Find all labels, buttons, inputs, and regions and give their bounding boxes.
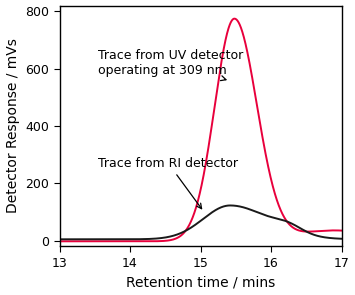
Y-axis label: Detector Response / mVs: Detector Response / mVs xyxy=(6,39,20,214)
X-axis label: Retention time / mins: Retention time / mins xyxy=(126,276,275,289)
Text: Trace from UV detector
operating at 309 nm: Trace from UV detector operating at 309 … xyxy=(98,49,244,81)
Text: Trace from RI detector: Trace from RI detector xyxy=(98,157,238,209)
